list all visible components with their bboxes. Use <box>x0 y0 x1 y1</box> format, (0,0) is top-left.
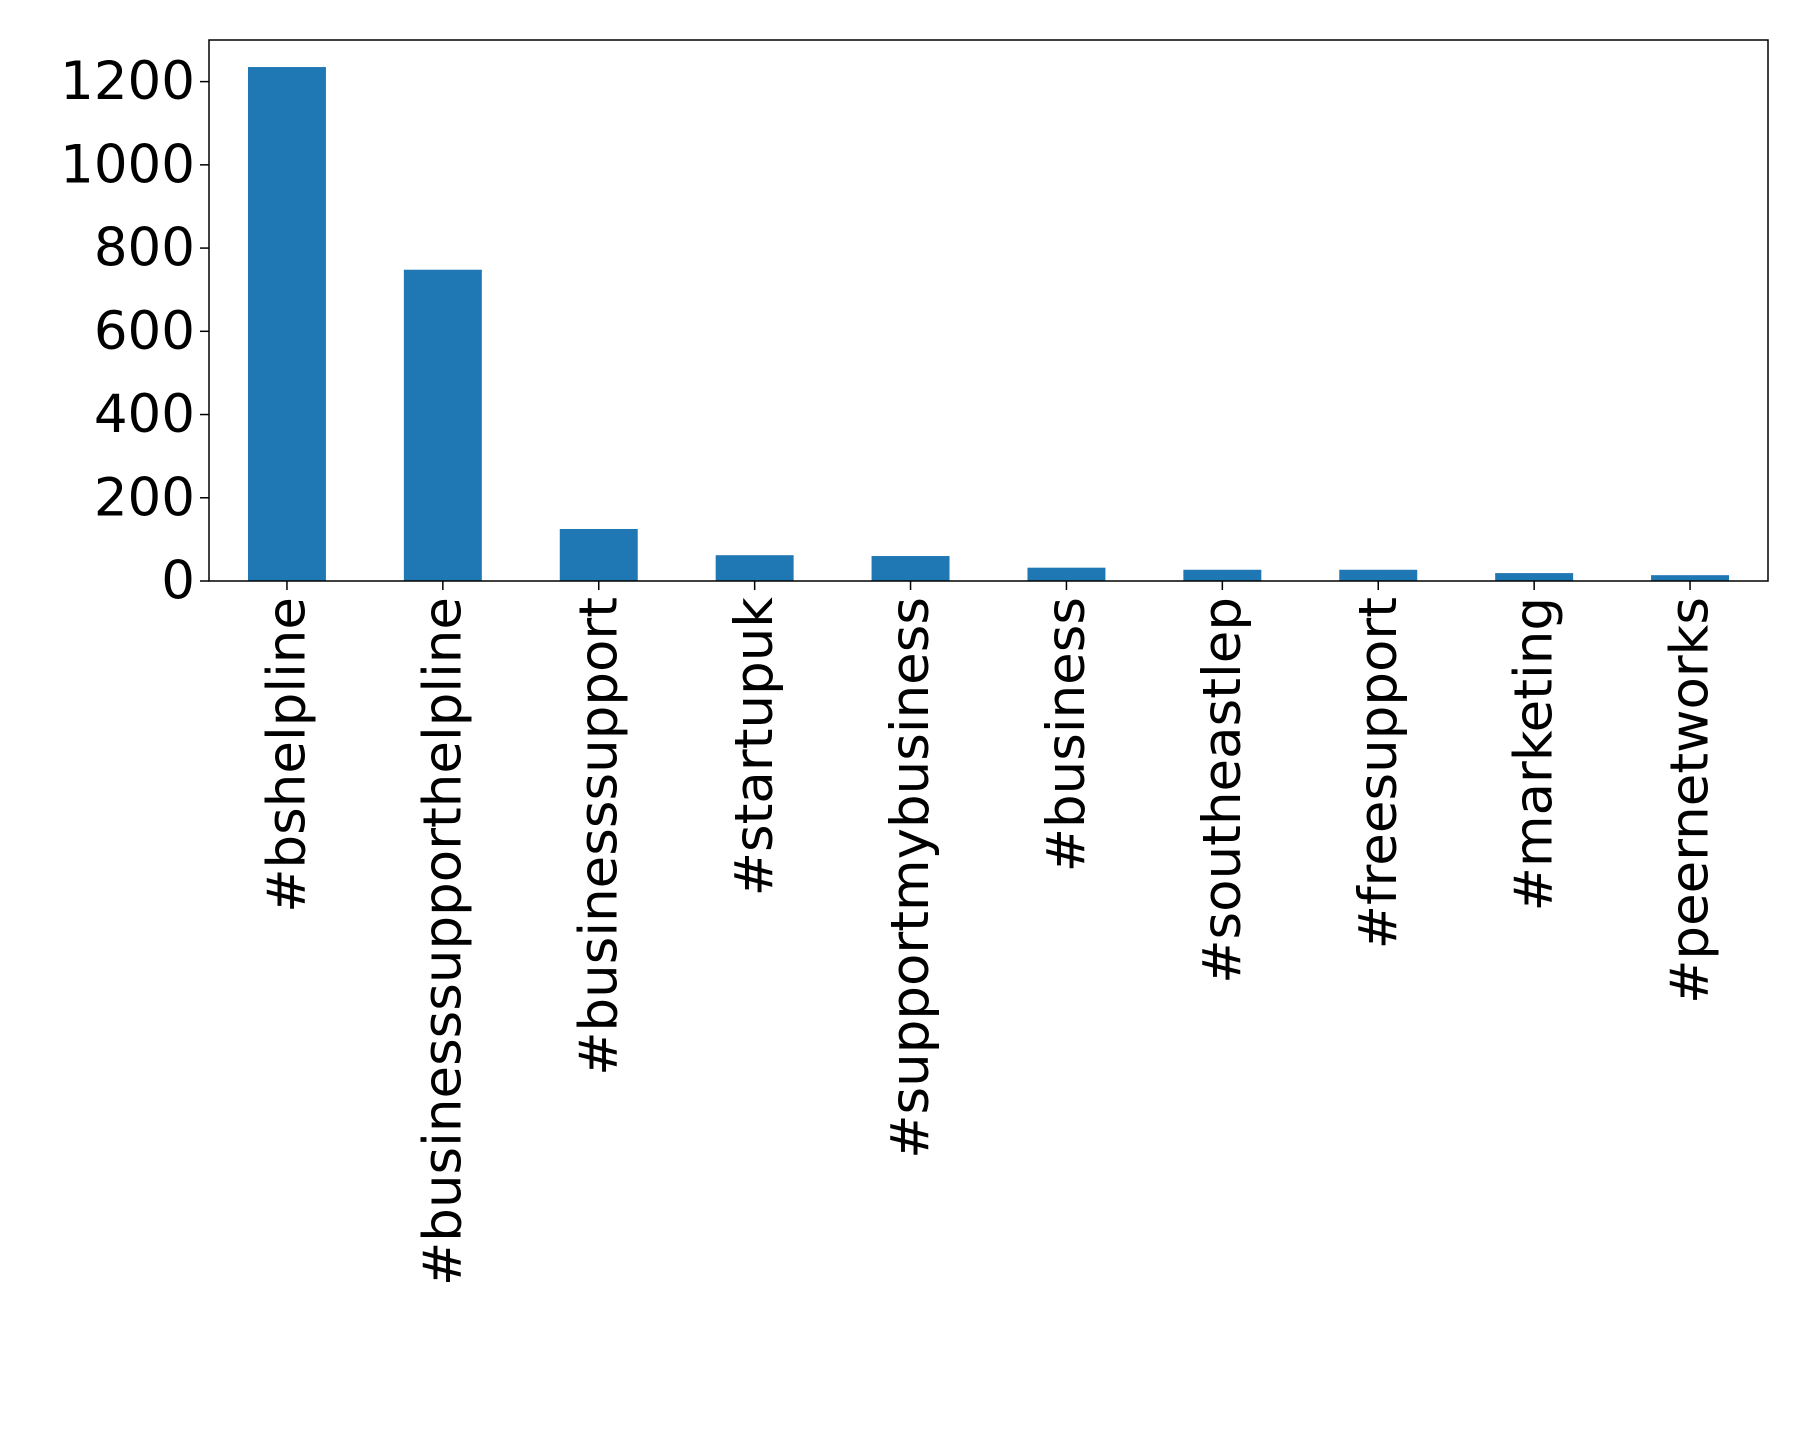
y-axis: 0 200 400 600 800 1000 1200 <box>60 51 209 612</box>
y-tick-label: 200 <box>94 467 195 528</box>
y-tick-label: 1000 <box>60 134 195 195</box>
y-tick-label: 1200 <box>60 51 195 112</box>
bar-bshelpline <box>247 67 326 582</box>
x-tick-label: #startupuk <box>724 597 785 897</box>
x-tick-label: #business <box>1036 597 1097 872</box>
x-tick-label: #supportmybusiness <box>880 597 941 1159</box>
bar-business <box>1027 567 1106 581</box>
x-tick-label: #freesupport <box>1348 597 1409 949</box>
plot-frame <box>208 39 1769 582</box>
bar-businesssupport <box>559 528 638 581</box>
x-tick-label: #southeastlep <box>1192 597 1253 984</box>
bar-marketing <box>1495 573 1574 581</box>
y-tick-label: 600 <box>94 301 195 362</box>
bar-freesupport <box>1339 569 1418 581</box>
x-tick-label: #businesssupporthelpline <box>412 597 473 1286</box>
bar-supportmybusiness <box>871 556 950 581</box>
x-tick-label: #bshelpline <box>256 597 317 913</box>
x-tick-label: #marketing <box>1504 597 1565 911</box>
x-tick-label: #businesssupport <box>568 597 629 1076</box>
bars-group <box>247 67 1730 582</box>
x-axis: #bshelpline #businesssupporthelpline #busi… <box>256 581 1721 1286</box>
bar-startupuk <box>715 555 794 581</box>
y-tick-label: 800 <box>94 218 195 279</box>
y-tick-label: 400 <box>94 384 195 445</box>
bar-peernetworks <box>1651 575 1730 581</box>
bar-businesssupporthelpline <box>403 269 482 581</box>
y-tick-label: 0 <box>161 551 195 612</box>
x-tick-label: #peernetworks <box>1660 597 1721 1004</box>
bar-southeastlep <box>1183 569 1262 581</box>
